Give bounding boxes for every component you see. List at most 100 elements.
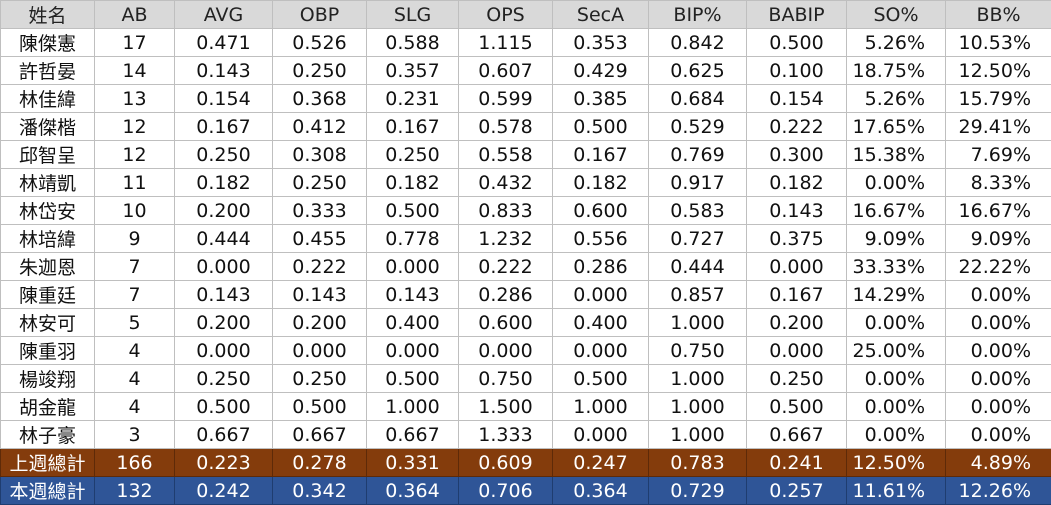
cell-ab[interactable]: 9 — [95, 225, 175, 253]
cell-ab[interactable]: 11 — [95, 169, 175, 197]
column-header-avg[interactable]: AVG — [175, 1, 273, 29]
cell-bip-pct[interactable]: 1.000 — [649, 421, 747, 449]
cell-ops[interactable]: 0.222 — [459, 253, 553, 281]
cell-so-pct[interactable]: 16.67% — [847, 197, 946, 225]
cell-ops[interactable]: 1.232 — [459, 225, 553, 253]
cell-avg[interactable]: 0.200 — [175, 197, 273, 225]
cell-slg[interactable]: 0.400 — [367, 309, 459, 337]
cell-bb-pct[interactable]: 12.26% — [946, 477, 1051, 505]
cell-so-pct[interactable]: 33.33% — [847, 253, 946, 281]
cell-avg[interactable]: 0.200 — [175, 309, 273, 337]
cell-seca[interactable]: 0.364 — [553, 477, 649, 505]
cell-obp[interactable]: 0.143 — [273, 281, 367, 309]
cell-ops[interactable]: 1.500 — [459, 393, 553, 421]
cell-avg[interactable]: 0.167 — [175, 113, 273, 141]
cell-avg[interactable]: 0.000 — [175, 337, 273, 365]
cell-slg[interactable]: 0.364 — [367, 477, 459, 505]
cell-obp[interactable]: 0.250 — [273, 365, 367, 393]
cell-ab[interactable]: 4 — [95, 393, 175, 421]
cell-babip[interactable]: 0.000 — [747, 253, 847, 281]
cell-ops[interactable]: 0.599 — [459, 85, 553, 113]
cell-seca[interactable]: 0.182 — [553, 169, 649, 197]
cell-bb-pct[interactable]: 29.41% — [946, 113, 1051, 141]
cell-slg[interactable]: 0.331 — [367, 449, 459, 477]
cell-avg[interactable]: 0.000 — [175, 253, 273, 281]
cell-so-pct[interactable]: 11.61% — [847, 477, 946, 505]
cell-bip-pct[interactable]: 0.583 — [649, 197, 747, 225]
cell-obp[interactable]: 0.526 — [273, 29, 367, 57]
cell-slg[interactable]: 0.000 — [367, 253, 459, 281]
cell-ab[interactable]: 12 — [95, 113, 175, 141]
cell-so-pct[interactable]: 18.75% — [847, 57, 946, 85]
cell-obp[interactable]: 0.222 — [273, 253, 367, 281]
cell-bip-pct[interactable]: 1.000 — [649, 309, 747, 337]
cell-seca[interactable]: 0.400 — [553, 309, 649, 337]
cell-bb-pct[interactable]: 7.69% — [946, 141, 1051, 169]
cell-babip[interactable]: 0.222 — [747, 113, 847, 141]
cell-bip-pct[interactable]: 0.842 — [649, 29, 747, 57]
cell-bip-pct[interactable]: 0.529 — [649, 113, 747, 141]
cell-babip[interactable]: 0.300 — [747, 141, 847, 169]
cell-ops[interactable]: 1.333 — [459, 421, 553, 449]
cell-name[interactable]: 胡金龍 — [1, 393, 95, 421]
cell-ops[interactable]: 0.578 — [459, 113, 553, 141]
cell-babip[interactable]: 0.200 — [747, 309, 847, 337]
cell-bip-pct[interactable]: 0.684 — [649, 85, 747, 113]
cell-bb-pct[interactable]: 16.67% — [946, 197, 1051, 225]
cell-obp[interactable]: 0.368 — [273, 85, 367, 113]
cell-bip-pct[interactable]: 0.750 — [649, 337, 747, 365]
cell-name[interactable]: 陳傑憲 — [1, 29, 95, 57]
cell-ab[interactable]: 4 — [95, 337, 175, 365]
cell-so-pct[interactable]: 0.00% — [847, 365, 946, 393]
cell-avg[interactable]: 0.143 — [175, 281, 273, 309]
cell-name[interactable]: 上週總計 — [1, 449, 95, 477]
cell-ops[interactable]: 0.600 — [459, 309, 553, 337]
cell-bip-pct[interactable]: 0.625 — [649, 57, 747, 85]
cell-avg[interactable]: 0.143 — [175, 57, 273, 85]
cell-so-pct[interactable]: 14.29% — [847, 281, 946, 309]
cell-seca[interactable]: 0.247 — [553, 449, 649, 477]
cell-obp[interactable]: 0.667 — [273, 421, 367, 449]
cell-obp[interactable]: 0.455 — [273, 225, 367, 253]
cell-ops[interactable]: 0.609 — [459, 449, 553, 477]
column-header-ops[interactable]: OPS — [459, 1, 553, 29]
cell-babip[interactable]: 0.667 — [747, 421, 847, 449]
cell-babip[interactable]: 0.500 — [747, 393, 847, 421]
cell-avg[interactable]: 0.667 — [175, 421, 273, 449]
cell-seca[interactable]: 0.000 — [553, 421, 649, 449]
cell-name[interactable]: 本週總計 — [1, 477, 95, 505]
cell-bip-pct[interactable]: 0.783 — [649, 449, 747, 477]
cell-bip-pct[interactable]: 0.444 — [649, 253, 747, 281]
cell-name[interactable]: 許哲晏 — [1, 57, 95, 85]
cell-babip[interactable]: 0.250 — [747, 365, 847, 393]
cell-bip-pct[interactable]: 0.729 — [649, 477, 747, 505]
cell-seca[interactable]: 0.500 — [553, 365, 649, 393]
cell-so-pct[interactable]: 9.09% — [847, 225, 946, 253]
cell-seca[interactable]: 1.000 — [553, 393, 649, 421]
cell-name[interactable]: 潘傑楷 — [1, 113, 95, 141]
cell-seca[interactable]: 0.500 — [553, 113, 649, 141]
cell-so-pct[interactable]: 12.50% — [847, 449, 946, 477]
cell-name[interactable]: 林培緯 — [1, 225, 95, 253]
cell-slg[interactable]: 0.182 — [367, 169, 459, 197]
cell-babip[interactable]: 0.000 — [747, 337, 847, 365]
cell-name[interactable]: 陳重廷 — [1, 281, 95, 309]
cell-avg[interactable]: 0.444 — [175, 225, 273, 253]
column-header-name[interactable]: 姓名 — [1, 1, 95, 29]
cell-obp[interactable]: 0.333 — [273, 197, 367, 225]
cell-babip[interactable]: 0.154 — [747, 85, 847, 113]
cell-bb-pct[interactable]: 15.79% — [946, 85, 1051, 113]
cell-avg[interactable]: 0.250 — [175, 141, 273, 169]
cell-seca[interactable]: 0.556 — [553, 225, 649, 253]
cell-slg[interactable]: 0.000 — [367, 337, 459, 365]
cell-bb-pct[interactable]: 0.00% — [946, 337, 1051, 365]
cell-ops[interactable]: 0.750 — [459, 365, 553, 393]
cell-name[interactable]: 林岱安 — [1, 197, 95, 225]
cell-bb-pct[interactable]: 0.00% — [946, 393, 1051, 421]
cell-bip-pct[interactable]: 1.000 — [649, 365, 747, 393]
cell-obp[interactable]: 0.342 — [273, 477, 367, 505]
cell-bb-pct[interactable]: 0.00% — [946, 281, 1051, 309]
cell-ab[interactable]: 10 — [95, 197, 175, 225]
cell-so-pct[interactable]: 0.00% — [847, 393, 946, 421]
column-header-so-pct[interactable]: SO% — [847, 1, 946, 29]
